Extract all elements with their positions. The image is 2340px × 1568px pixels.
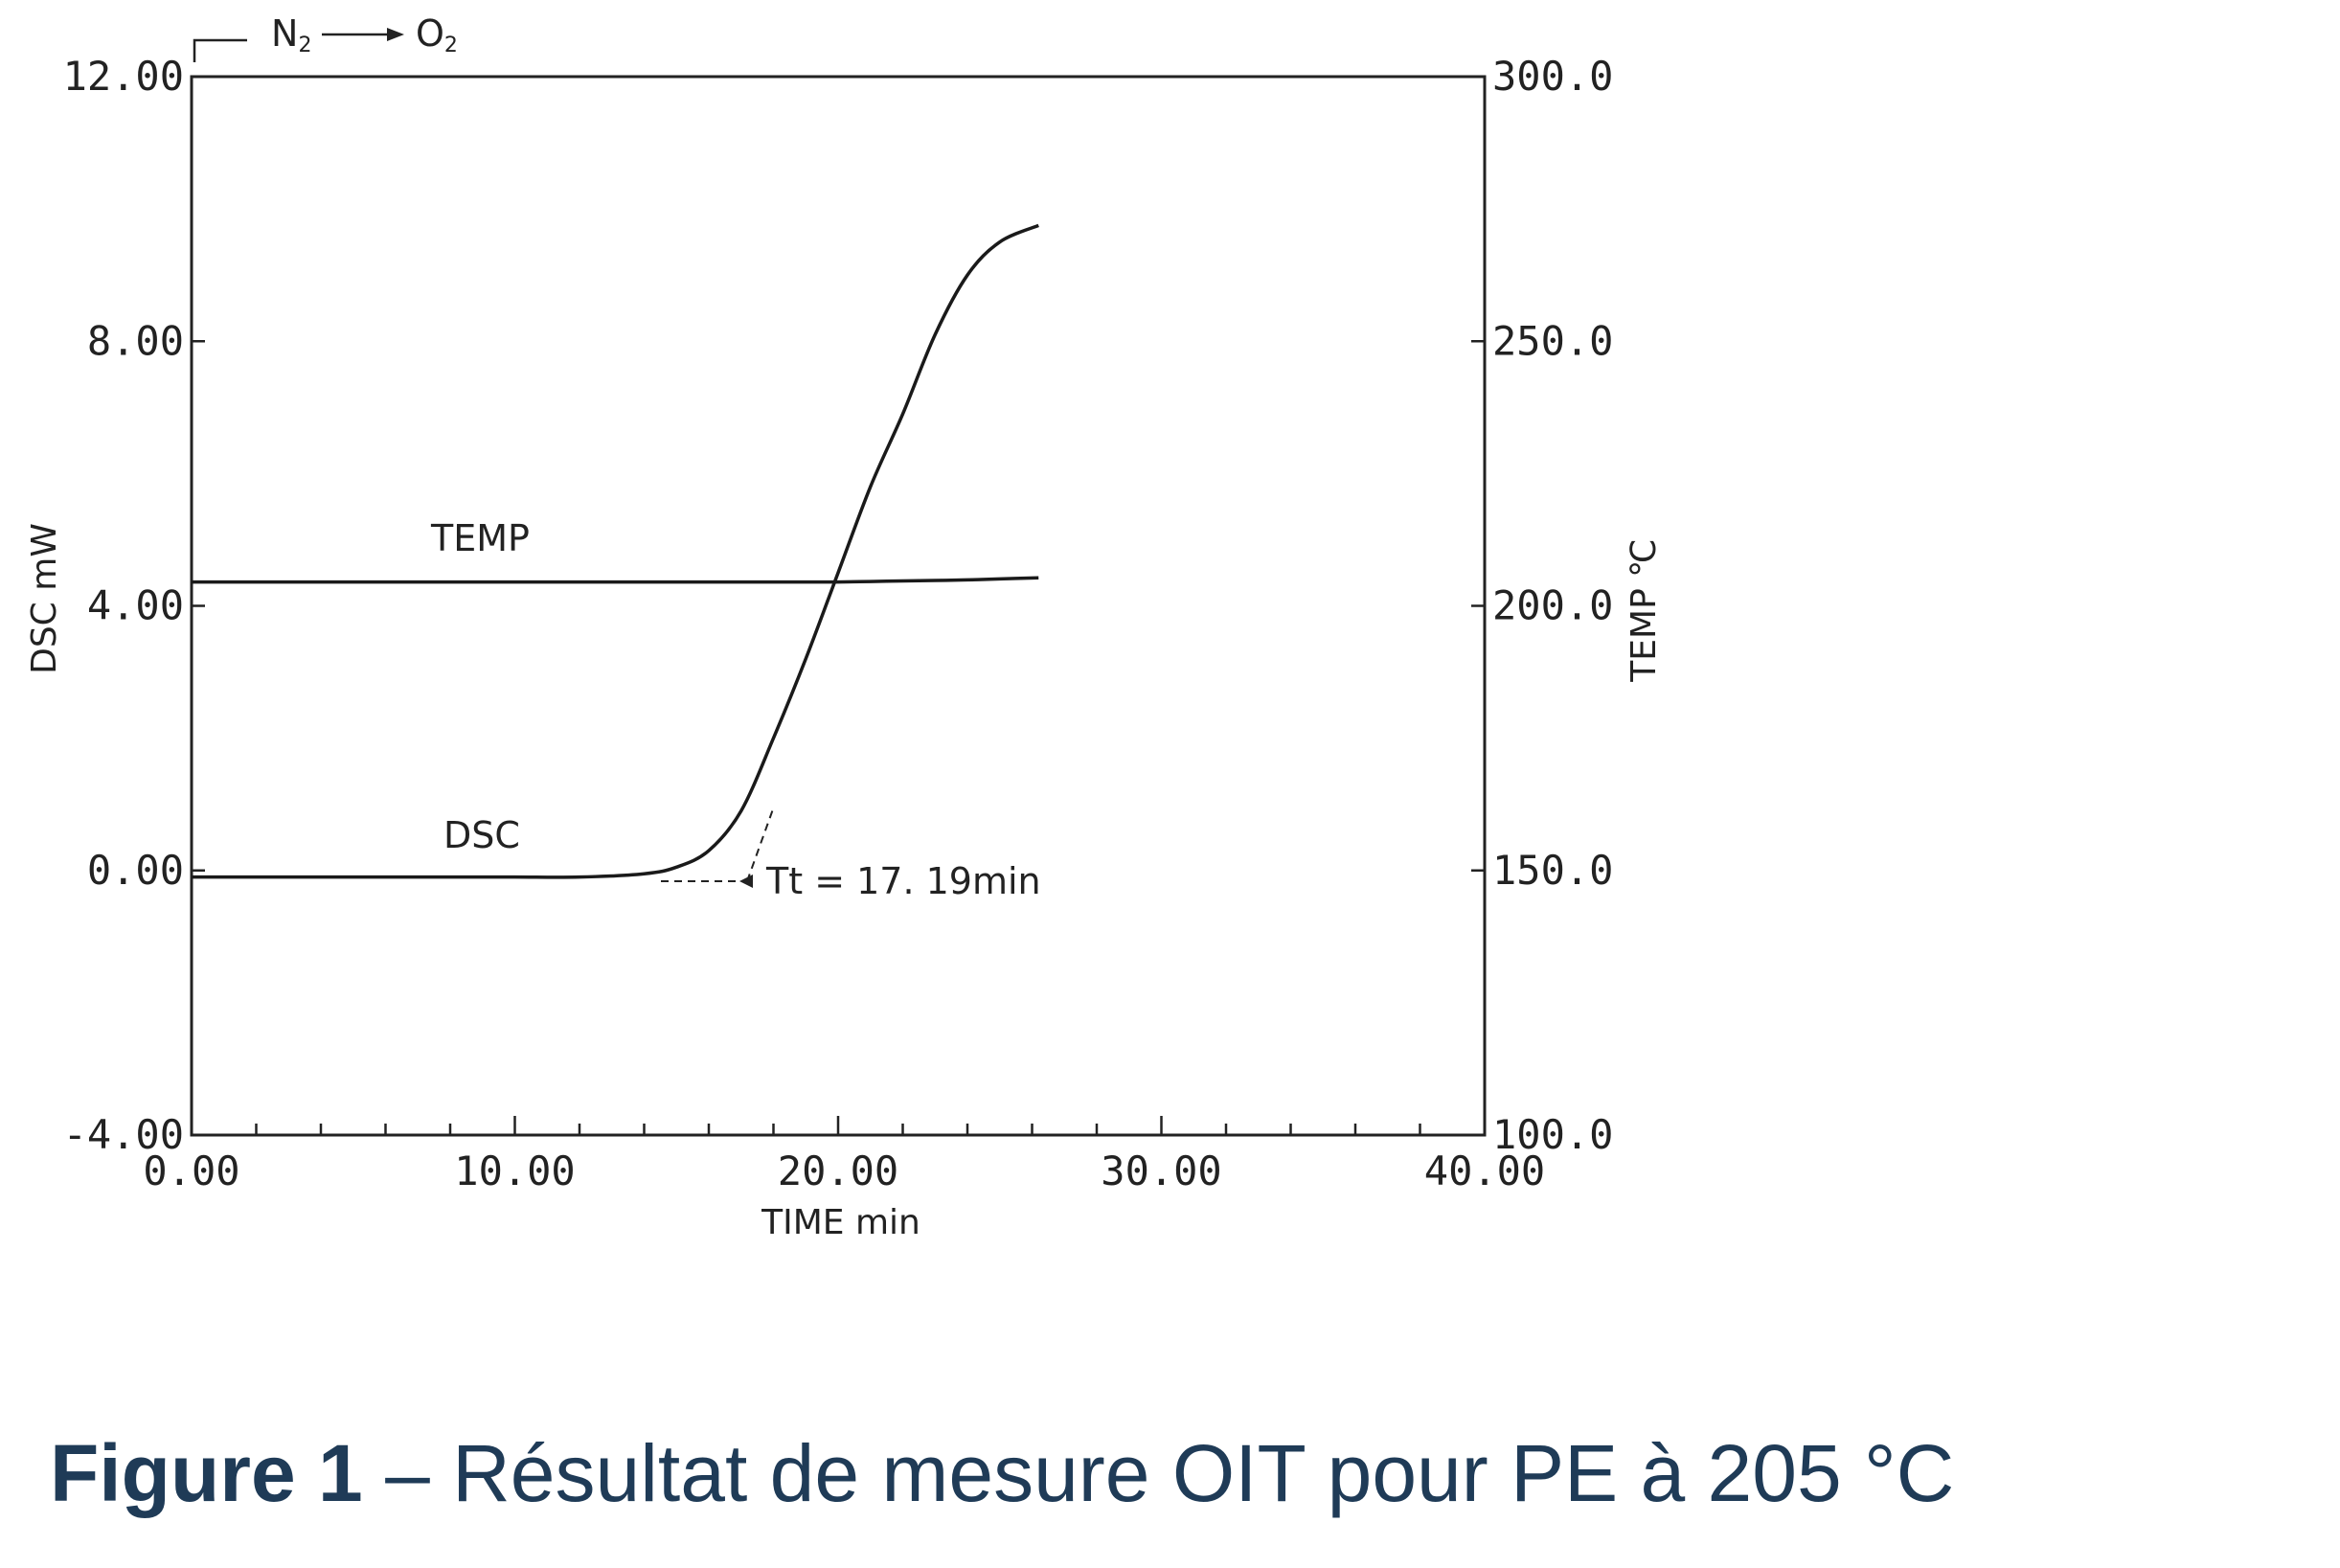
plot-frame xyxy=(190,75,1487,1137)
x-tick-label: 20.00 xyxy=(778,1148,898,1194)
labels-layer: 0.00 10.00 20.00 30.00 40.00-4.000.004.008.0… xyxy=(63,53,1614,1194)
caption-figure-number: Figure 1 xyxy=(50,1428,363,1518)
onset-label: Tt = 17. 19min xyxy=(765,860,1041,902)
onset-marker xyxy=(739,875,753,888)
y2-tick-label: 100.0 xyxy=(1492,1111,1613,1158)
x-tick-label: 30.00 xyxy=(1101,1148,1221,1194)
y2-tick-label: 300.0 xyxy=(1492,53,1613,100)
gas-switch-arrowhead xyxy=(387,28,404,41)
ticks-layer xyxy=(190,75,1487,1137)
onset-annotation: Tt = 17. 19min xyxy=(661,806,1041,902)
y2-tick-label: 250.0 xyxy=(1492,317,1613,364)
y-tick-label: 12.00 xyxy=(63,53,184,100)
figure-caption: Figure 1 – Résultat de mesure OIT pour P… xyxy=(50,1427,1954,1520)
gas-switch-annotation: N2 O2 xyxy=(193,12,458,62)
series-line-temp xyxy=(191,576,1039,584)
gas-from-label: N2 xyxy=(271,12,311,57)
gas-to-label: O2 xyxy=(416,12,458,57)
temp-curve-label: TEMP xyxy=(430,517,530,559)
x-axis-title: TIME min xyxy=(761,1203,920,1242)
caption-text: – Résultat de mesure OIT pour PE à 205 °… xyxy=(362,1428,1955,1518)
x-tick-label: 40.00 xyxy=(1424,1148,1545,1194)
y2-tick-label: 200.0 xyxy=(1492,582,1613,629)
y2-axis-title: TEMP ℃ xyxy=(1624,538,1664,682)
gas-switch-bracket xyxy=(193,38,247,62)
y2-tick-label: 150.0 xyxy=(1492,847,1613,894)
y-tick-label: -4.00 xyxy=(63,1111,184,1158)
y-tick-label: 8.00 xyxy=(87,317,184,364)
series-layer xyxy=(191,223,1039,879)
series-line-dsc xyxy=(192,223,1039,879)
y-axis-title: DSC mW xyxy=(25,523,64,674)
y-tick-label: 4.00 xyxy=(87,582,184,629)
dsc-curve-label: DSC xyxy=(443,814,520,856)
x-tick-label: 0.00 xyxy=(143,1148,239,1194)
y-tick-label: 0.00 xyxy=(87,847,184,894)
x-tick-label: 10.00 xyxy=(454,1148,575,1194)
